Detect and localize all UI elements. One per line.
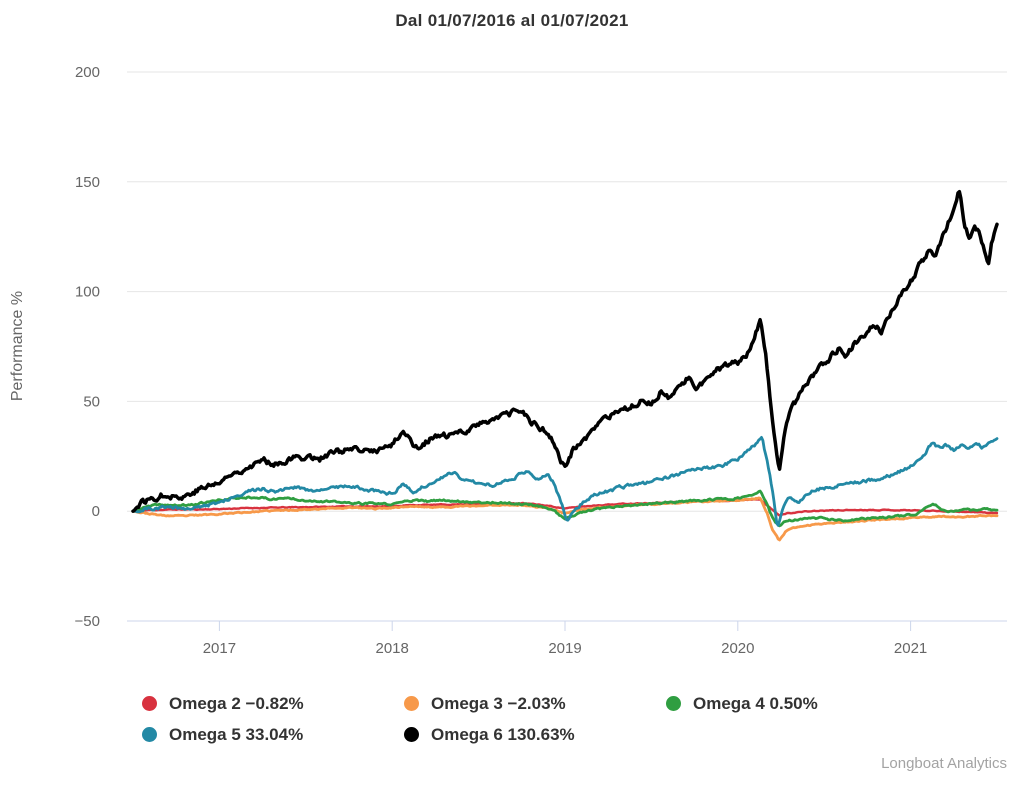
series-line-omega-2 bbox=[131, 498, 999, 517]
legend-marker-icon bbox=[404, 696, 419, 711]
x-tick-label: 2021 bbox=[894, 640, 927, 657]
legend-marker-icon bbox=[142, 727, 157, 742]
y-tick-label: 100 bbox=[75, 284, 100, 301]
y-tick-label: −50 bbox=[75, 613, 100, 630]
legend-marker-icon bbox=[404, 727, 419, 742]
legend: Omega 2 −0.82% Omega 3 −2.03% Omega 4 0.50… bbox=[142, 688, 962, 750]
series-line-omega-6 bbox=[131, 189, 999, 513]
legend-marker-icon bbox=[666, 696, 681, 711]
legend-item-omega-2[interactable]: Omega 2 −0.82% bbox=[142, 688, 404, 719]
legend-item-omega-3[interactable]: Omega 3 −2.03% bbox=[404, 688, 666, 719]
x-tick-label: 2018 bbox=[376, 640, 409, 657]
x-tick-label: 2020 bbox=[721, 640, 754, 657]
legend-item-label: Omega 2 −0.82% bbox=[169, 693, 304, 713]
chart-title: Dal 01/07/2016 al 01/07/2021 bbox=[395, 11, 629, 30]
legend-item-label: Omega 6 130.63% bbox=[431, 724, 575, 744]
y-tick-label: 150 bbox=[75, 174, 100, 191]
legend-item-omega-4[interactable]: Omega 4 0.50% bbox=[666, 688, 928, 719]
x-tick-label: 2017 bbox=[203, 640, 236, 657]
legend-item-omega-5[interactable]: Omega 5 33.04% bbox=[142, 719, 404, 750]
legend-item-label: Omega 5 33.04% bbox=[169, 724, 304, 744]
y-tick-label: 50 bbox=[83, 393, 100, 410]
credits-link[interactable]: Longboat Analytics bbox=[881, 755, 1007, 772]
legend-item-label: Omega 3 −2.03% bbox=[431, 693, 566, 713]
y-tick-label: 0 bbox=[92, 503, 100, 520]
y-tick-label: 200 bbox=[75, 64, 100, 81]
legend-item-label: Omega 4 0.50% bbox=[693, 693, 818, 713]
x-tick-label: 2019 bbox=[548, 640, 581, 657]
legend-item-omega-6[interactable]: Omega 6 130.63% bbox=[404, 719, 666, 750]
series-line-omega-5 bbox=[131, 435, 999, 527]
legend-marker-icon bbox=[142, 696, 157, 711]
